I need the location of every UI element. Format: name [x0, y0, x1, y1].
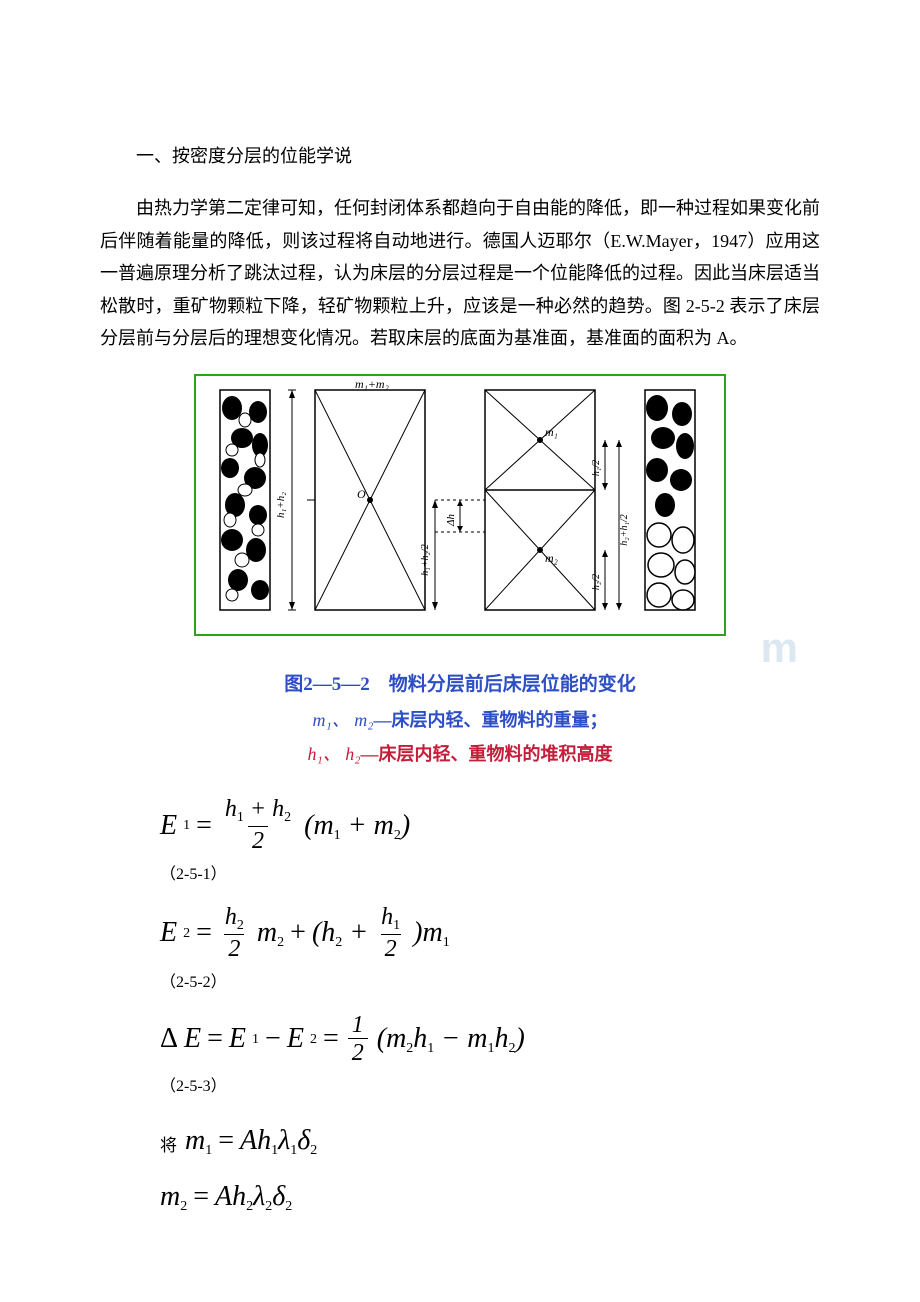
svg-text:h₁/2: h₁/2: [591, 460, 602, 476]
equation-4b: m2 = Ah2λ2δ2: [160, 1172, 820, 1222]
caption-m-symbols: m₁、 m₂: [312, 710, 373, 730]
svg-text:h₁+h₂/2: h₁+h₂/2: [420, 545, 431, 576]
caption-line2-text: —床层内轻、重物料的重量；: [374, 710, 608, 730]
equation-3: ΔE = E1 − E2 = 12 (m2h1 − m1h2): [160, 1012, 820, 1067]
svg-text:h₁+h₂: h₁+h₂: [275, 492, 287, 518]
caption-h-symbols: h₁、 h₂: [307, 744, 360, 764]
figure-2-5-2: h₁+h₂ O m₁+m₂ h₁+h₂/2: [100, 374, 820, 646]
figure-border: h₁+h₂ O m₁+m₂ h₁+h₂/2: [194, 374, 726, 636]
svg-text:O: O: [357, 487, 366, 501]
svg-text:h₂/2: h₂/2: [591, 574, 602, 590]
figure-svg: h₁+h₂ O m₁+m₂ h₁+h₂/2: [200, 380, 720, 630]
equation-2: E2 = h22 m2 + (h2 + h12 )m1: [160, 904, 820, 963]
svg-text:Δh: Δh: [445, 514, 457, 527]
figure-caption: 图2—5—2 物料分层前后床层位能的变化 m₁、 m₂—床层内轻、重物料的重量；…: [215, 667, 705, 771]
caption-title: 图2—5—2 物料分层前后床层位能的变化: [215, 667, 705, 703]
equation-2-number: （2-5-2）: [160, 969, 820, 998]
svg-text:m₂: m₂: [545, 551, 558, 565]
equation-3-number: （2-5-3）: [160, 1073, 820, 1102]
intro-paragraph: 由热力学第二定律可知，任何封闭体系都趋向于自由能的降低，即一种过程如果变化前后伴…: [100, 192, 820, 354]
caption-line2: m₁、 m₂—床层内轻、重物料的重量；: [215, 703, 705, 737]
caption-line3: h₁、 h₂—床层内轻、重物料的堆积高度: [215, 737, 705, 771]
equation-4a: 将 m1 = Ah1λ1δ2: [160, 1116, 820, 1166]
section-heading: 一、按密度分层的位能学说: [100, 140, 820, 172]
svg-text:h₂+h₁/2: h₂+h₁/2: [619, 515, 630, 546]
caption-line3-text: —床层内轻、重物料的堆积高度: [361, 744, 613, 764]
equation-4a-prefix: 将: [160, 1131, 177, 1162]
svg-text:m₁+m₂: m₁+m₂: [355, 380, 389, 391]
equation-1-number: （2-5-1）: [160, 861, 820, 890]
svg-text:m₁: m₁: [545, 425, 558, 439]
equation-1: E1 = h1 + h22 (m1 + m2): [160, 796, 820, 855]
